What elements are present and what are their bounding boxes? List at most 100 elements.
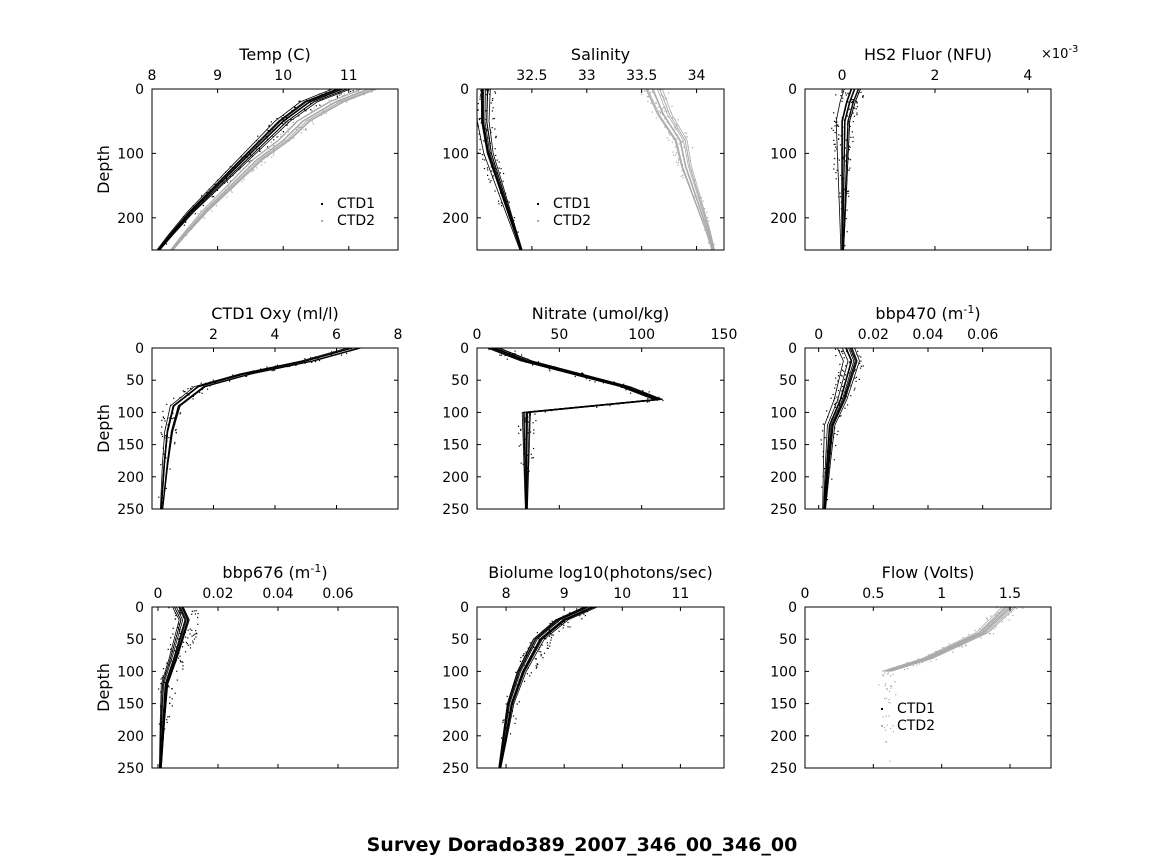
data-point [182,661,184,663]
y-tick-label: 0 [460,600,469,616]
data-point [646,401,648,403]
data-point [514,350,516,352]
series-1-0 [472,89,523,250]
data-point [567,621,569,624]
x-exponent-label: ×10-3 [1041,44,1078,62]
y-tick-label: 0 [788,600,797,616]
data-point [162,675,164,677]
data-point [282,119,284,121]
data-point [350,350,352,352]
data-point [478,119,481,121]
data-point [342,95,344,97]
data-point [900,665,902,667]
data-point [852,121,854,123]
data-point [520,428,522,430]
data-point [883,727,886,729]
cast-line [157,89,340,250]
data-point [520,462,522,464]
data-point [472,113,473,114]
data-point [843,370,845,372]
data-point [681,163,683,166]
data-point [325,112,327,115]
data-point [701,197,703,199]
data-point [706,220,708,222]
data-point [287,140,289,142]
data-point [185,641,187,643]
data-point [967,638,969,640]
data-point [483,154,485,156]
data-point [292,133,294,135]
data-point [707,242,710,244]
data-point [158,688,160,690]
data-point [181,646,184,648]
data-point [840,382,842,384]
data-point [290,118,292,121]
data-point [662,399,664,402]
data-point [179,630,181,632]
series-line [171,89,369,250]
data-point [179,413,181,415]
data-point [504,355,506,357]
axes-frame [151,88,399,251]
data-point [849,125,851,127]
data-point [525,419,527,421]
data-point [201,392,203,394]
data-point [210,202,212,204]
data-point [170,648,172,650]
data-point [479,148,481,151]
data-point [197,221,199,223]
data-point [538,640,540,642]
data-point [294,106,296,109]
data-point [189,633,191,635]
x-tick-label: 0.06 [967,327,998,343]
data-point [831,127,833,129]
data-point [192,205,194,207]
data-point [708,220,710,222]
data-point [574,375,576,378]
data-point [844,109,846,111]
data-point [647,398,649,400]
data-point [885,697,887,699]
data-point [194,208,196,210]
data-point [488,153,490,155]
x-tick-label: 50 [550,327,568,343]
panel-6: 0 0.02 0.04 0.06 0 50 100 150 200 250 bbp676 (m-1)… [94,562,399,777]
data-point [836,121,838,123]
data-point [161,497,163,499]
data-point [847,404,849,406]
data-point [618,403,620,405]
data-point [942,647,944,649]
data-point [581,372,583,374]
data-point [161,721,163,723]
data-point [569,626,571,628]
axes-frame [804,606,1052,769]
data-point [268,147,270,149]
data-point [886,688,888,690]
data-point [286,117,288,119]
data-point [191,629,193,631]
legend-entry: CTD1 [337,196,375,212]
data-point [959,646,961,648]
data-point [527,358,529,360]
data-point [542,657,544,659]
data-point [845,392,847,394]
x-tick-label: 100 [628,327,655,343]
data-point [298,115,300,117]
data-point [160,741,162,743]
panel-5: 0 0.02 0.04 0.06 0 50 100 150 200 250 bbp470 (m-1) [770,303,1052,518]
data-point [517,676,519,678]
y-tick-label: 200 [770,729,797,745]
data-point [291,109,293,112]
data-point [175,428,177,431]
data-point [526,454,529,456]
data-point [558,630,560,632]
x-tick-label: 0 [814,327,823,343]
y-tick-label: 50 [126,373,144,389]
data-point [992,621,994,623]
data-point [324,95,326,97]
data-point [199,391,201,393]
cast-line [160,348,348,509]
data-point [339,91,341,93]
data-point [192,642,194,644]
data-point [648,96,650,98]
